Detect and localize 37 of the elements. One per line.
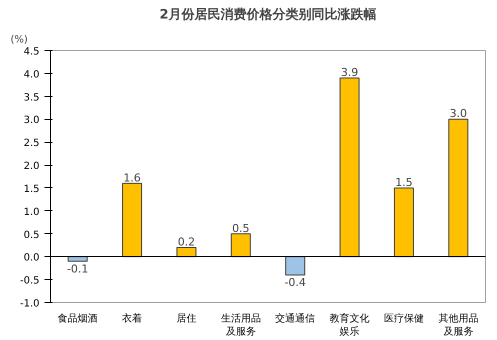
y-tick-label: 3.5	[24, 92, 40, 104]
data-label: 0.2	[178, 236, 196, 249]
data-label: -0.4	[284, 276, 306, 290]
bar	[285, 256, 306, 276]
chart-title: 2月份居民消费价格分类别同比涨跌幅	[159, 8, 377, 22]
y-tick-label: 2.0	[24, 161, 40, 172]
y-tick-label: -1.0	[20, 298, 40, 310]
data-label: 3.9	[340, 66, 358, 79]
x-tick-label: 生活用品及服务	[220, 312, 261, 338]
y-tick-label: 4.0	[24, 69, 40, 80]
y-tick-label: 1.0	[24, 206, 40, 218]
y-tick-label: 1.5	[24, 184, 40, 195]
bar	[230, 233, 251, 258]
y-tick-label: 4.5	[24, 46, 40, 58]
data-label: -0.1	[66, 262, 88, 276]
y-axis-title: (%)	[10, 34, 28, 46]
bar	[340, 77, 360, 258]
x-tick-label: 其他用品及服务	[438, 312, 478, 338]
x-tick-label: 交通通信	[275, 312, 316, 324]
y-tick-label: -0.5	[20, 276, 40, 287]
x-tick-label: 衣着	[122, 312, 142, 324]
bar	[448, 118, 468, 258]
data-label: 1.5	[395, 176, 413, 189]
data-label: 3.0	[450, 107, 468, 120]
y-tick-label: 2.5	[24, 138, 40, 150]
y-tick-label: 0.0	[24, 252, 40, 264]
x-tick-label: 教育文化娱乐	[330, 312, 370, 338]
x-tick-label: 居住	[176, 314, 196, 324]
data-label: 0.5	[232, 222, 250, 235]
bar	[68, 256, 88, 262]
bar	[394, 187, 414, 258]
y-tick-label: 0.5	[24, 230, 40, 241]
x-tick-label: 食品烟酒	[58, 312, 98, 324]
x-tick-label: 医疗保健	[384, 312, 424, 324]
y-tick-label: 3.0	[24, 115, 40, 126]
bar	[122, 182, 142, 258]
data-label: 1.6	[123, 171, 141, 184]
